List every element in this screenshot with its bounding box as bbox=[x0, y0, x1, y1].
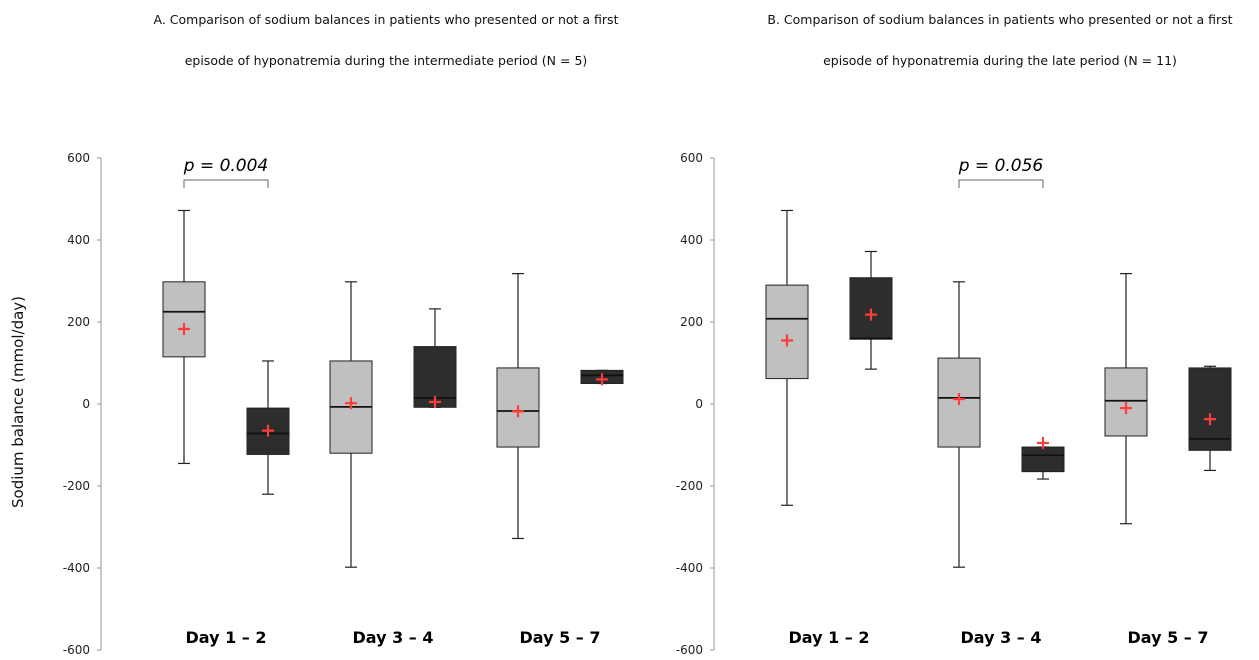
x-category-label: Day 3 – 4 bbox=[353, 628, 434, 647]
box-light bbox=[329, 281, 373, 568]
y-tick-label: -200 bbox=[676, 479, 703, 493]
y-tick-label: 400 bbox=[680, 233, 703, 247]
x-category-label: Day 5 – 7 bbox=[1128, 628, 1209, 647]
y-tick-label: -600 bbox=[63, 643, 90, 657]
y-tick-label: -400 bbox=[676, 561, 703, 575]
box-light bbox=[937, 281, 981, 568]
iqr-box bbox=[1021, 446, 1065, 473]
box-light bbox=[162, 209, 206, 465]
p-value-bracket bbox=[183, 179, 269, 188]
iqr-box bbox=[765, 284, 809, 380]
box-dark bbox=[1021, 436, 1065, 480]
box-dark bbox=[580, 369, 624, 386]
x-category-label: Day 1 – 2 bbox=[186, 628, 267, 647]
iqr-box bbox=[849, 277, 893, 340]
box-dark bbox=[849, 250, 893, 370]
iqr-box bbox=[1188, 367, 1232, 451]
box-dark bbox=[1188, 365, 1232, 472]
y-tick-label: -400 bbox=[63, 561, 90, 575]
y-tick-label: 200 bbox=[680, 315, 703, 329]
p-value-bracket bbox=[958, 179, 1044, 188]
y-tick-label: 400 bbox=[67, 233, 90, 247]
y-tick-label: 200 bbox=[67, 315, 90, 329]
panel-b-title-line1: B. Comparison of sodium balances in pati… bbox=[767, 12, 1233, 27]
y-tick-label: 0 bbox=[695, 397, 703, 411]
panel-a: 600 400 200 0 -200 -400 -600 Day 1 – 2 Day 3 – 4… bbox=[63, 151, 624, 657]
y-tick-label: 600 bbox=[680, 151, 703, 165]
y-tick-label: 600 bbox=[67, 151, 90, 165]
y-tick-label: -600 bbox=[676, 643, 703, 657]
x-category-label: Day 5 – 7 bbox=[520, 628, 601, 647]
x-category-label: Day 1 – 2 bbox=[789, 628, 870, 647]
box-dark bbox=[246, 360, 290, 495]
panel-b-title-line2: episode of hyponatremia during the late … bbox=[823, 53, 1177, 68]
y-tick-label: 0 bbox=[82, 397, 90, 411]
panel-a-title-line2: episode of hyponatremia during the inter… bbox=[184, 53, 588, 68]
box-dark bbox=[413, 308, 457, 408]
panel-a-title-line1: A. Comparison of sodium balances in pati… bbox=[153, 12, 619, 27]
p-value-label: p = 0.056 bbox=[958, 156, 1044, 176]
y-tick-label: -200 bbox=[63, 479, 90, 493]
box-light bbox=[1104, 273, 1148, 525]
box-light bbox=[765, 209, 809, 506]
box-light bbox=[496, 273, 540, 540]
x-category-label: Day 3 – 4 bbox=[961, 628, 1042, 647]
panel-b: 600 400 200 0 -200 -400 -600 Day 1 – 2 Day 3 – 4… bbox=[676, 151, 1232, 657]
iqr-box bbox=[1104, 367, 1148, 437]
iqr-box bbox=[162, 281, 206, 358]
p-value-label: p = 0.004 bbox=[183, 156, 269, 176]
